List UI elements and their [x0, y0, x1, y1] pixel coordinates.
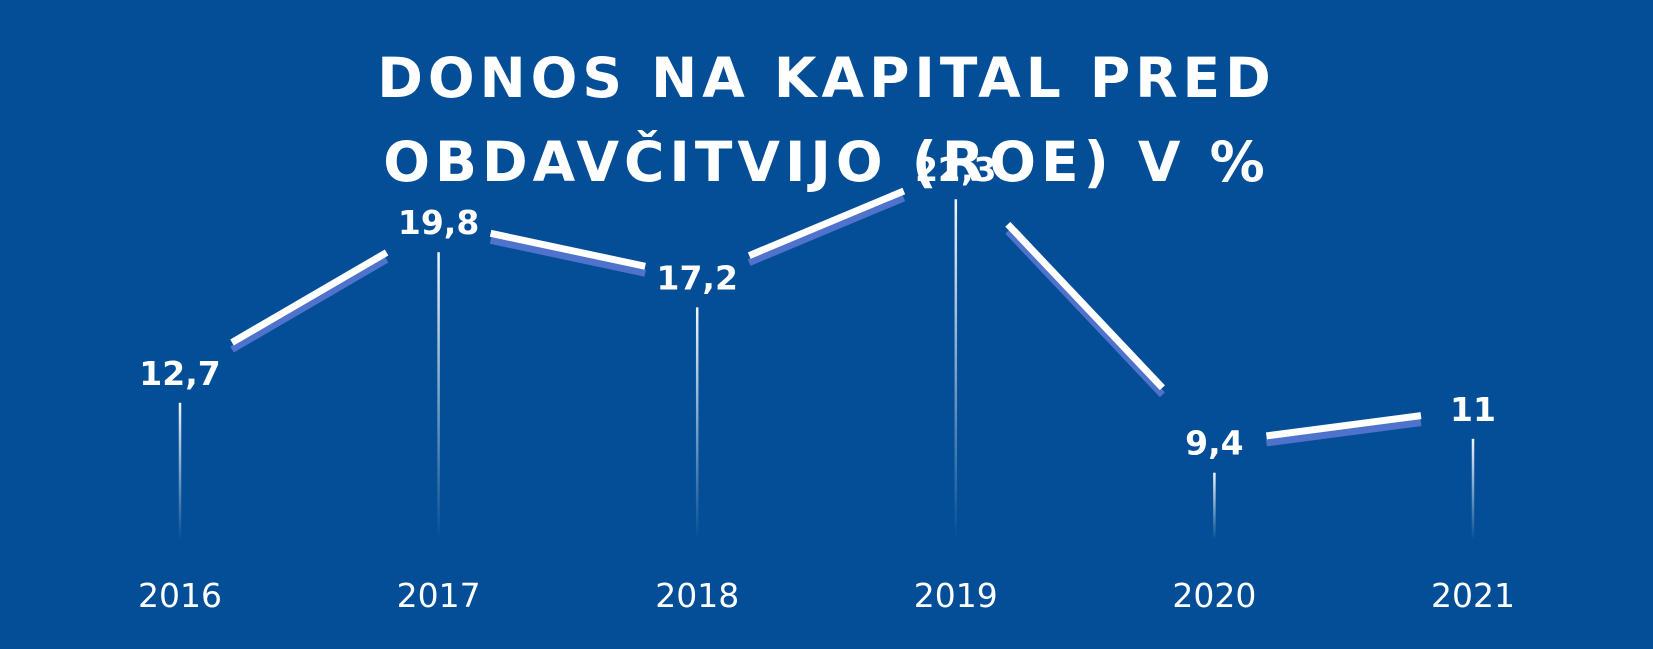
- line-segment: [747, 187, 906, 259]
- data-label: 11: [1450, 390, 1496, 429]
- line-segment-shadow: [747, 194, 906, 266]
- line-segment: [230, 249, 389, 346]
- data-label: 19,8: [398, 203, 479, 242]
- data-label: 17,2: [656, 258, 737, 297]
- x-tick-label: 2016: [138, 576, 222, 615]
- data-point-stem: [1471, 438, 1475, 540]
- x-tick-label: 2019: [914, 576, 998, 615]
- line-segment-shadow: [1005, 228, 1165, 398]
- data-point-stem: [1213, 472, 1216, 540]
- chart-title-line-2: OBDAVČITVIJO (ROE) V %: [383, 130, 1270, 194]
- data-label: 12,7: [139, 354, 220, 393]
- data-point-stem: [437, 252, 440, 541]
- data-point-stem: [178, 402, 182, 540]
- line-segment: [1265, 412, 1422, 440]
- line-segment-shadow: [1265, 419, 1422, 447]
- data-point-stem: [695, 307, 699, 540]
- data-label: 9,4: [1185, 424, 1243, 463]
- chart-title-line-1: DONOS NA KAPITAL PRED: [377, 46, 1276, 110]
- data-label: 22,3: [915, 150, 996, 189]
- line-segment-shadow: [489, 236, 646, 277]
- line-segment-shadow: [230, 256, 389, 353]
- line-segment: [1005, 221, 1165, 391]
- x-tick-label: 2021: [1431, 576, 1515, 615]
- x-tick-label: 2018: [655, 576, 739, 615]
- x-tick-label: 2020: [1172, 576, 1256, 615]
- data-point-stem: [954, 199, 958, 541]
- x-tick-label: 2017: [397, 576, 481, 615]
- line-segment: [489, 229, 646, 270]
